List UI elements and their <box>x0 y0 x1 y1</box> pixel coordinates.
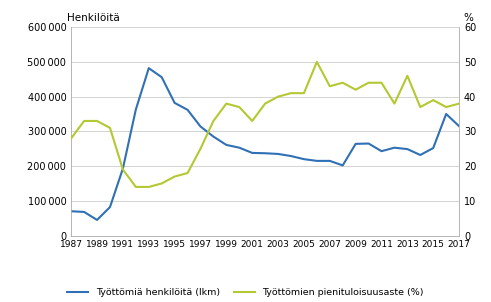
Työttömiä henkilöitä (lkm) <box>68 210 74 213</box>
Työttömiä henkilöitä (lkm) <box>159 76 164 79</box>
Työttömien pienituloisuusaste (%) <box>275 95 281 98</box>
Työttömiä henkilöitä (lkm) <box>81 210 87 214</box>
Työttömien pienituloisuusaste (%) <box>211 119 217 123</box>
Työttömiä henkilöitä (lkm) <box>197 125 203 128</box>
Työttömiä henkilöitä (lkm) <box>443 112 449 116</box>
Työttömiä henkilöitä (lkm) <box>211 135 217 138</box>
Työttömiä henkilöitä (lkm) <box>314 159 320 163</box>
Työttömiä henkilöitä (lkm) <box>417 153 423 157</box>
Työttömiä henkilöitä (lkm) <box>379 149 384 153</box>
Työttömiä henkilöitä (lkm) <box>249 151 255 155</box>
Työttömiä henkilöitä (lkm) <box>327 159 333 163</box>
Työttömien pienituloisuusaste (%) <box>353 88 358 92</box>
Työttömien pienituloisuusaste (%) <box>262 102 268 105</box>
Työttömien pienituloisuusaste (%) <box>405 74 410 78</box>
Työttömiä henkilöitä (lkm) <box>94 218 100 222</box>
Työttömien pienituloisuusaste (%) <box>68 137 74 140</box>
Työttömiä henkilöitä (lkm) <box>107 205 113 209</box>
Työttömien pienituloisuusaste (%) <box>314 60 320 64</box>
Työttömiä henkilöitä (lkm) <box>353 142 358 146</box>
Työttömien pienituloisuusaste (%) <box>443 105 449 109</box>
Työttömien pienituloisuusaste (%) <box>391 102 397 105</box>
Työttömiä henkilöitä (lkm) <box>223 143 229 147</box>
Text: %: % <box>463 13 473 23</box>
Työttömien pienituloisuusaste (%) <box>417 105 423 109</box>
Työttömien pienituloisuusaste (%) <box>430 98 436 102</box>
Työttömiä henkilöitä (lkm) <box>391 146 397 149</box>
Työttömien pienituloisuusaste (%) <box>107 126 113 130</box>
Text: Henkilöitä: Henkilöitä <box>67 13 120 23</box>
Työttömiä henkilöitä (lkm) <box>288 154 294 158</box>
Työttömien pienituloisuusaste (%) <box>197 147 203 151</box>
Työttömien pienituloisuusaste (%) <box>340 81 346 85</box>
Työttömiä henkilöitä (lkm) <box>120 167 126 170</box>
Työttömien pienituloisuusaste (%) <box>379 81 384 85</box>
Line: Työttömien pienituloisuusaste (%): Työttömien pienituloisuusaste (%) <box>71 62 459 187</box>
Työttömiä henkilöitä (lkm) <box>366 142 372 145</box>
Työttömien pienituloisuusaste (%) <box>301 91 307 95</box>
Työttömiä henkilöitä (lkm) <box>456 124 462 128</box>
Työttömien pienituloisuusaste (%) <box>456 102 462 105</box>
Työttömien pienituloisuusaste (%) <box>133 185 139 189</box>
Työttömiä henkilöitä (lkm) <box>301 157 307 161</box>
Työttömiä henkilöitä (lkm) <box>185 108 191 112</box>
Työttömiä henkilöitä (lkm) <box>146 66 152 70</box>
Työttömien pienituloisuusaste (%) <box>120 168 126 172</box>
Työttömiä henkilöitä (lkm) <box>172 101 178 105</box>
Työttömien pienituloisuusaste (%) <box>172 175 178 178</box>
Työttömien pienituloisuusaste (%) <box>288 91 294 95</box>
Työttömien pienituloisuusaste (%) <box>81 119 87 123</box>
Työttömien pienituloisuusaste (%) <box>327 84 333 88</box>
Työttömiä henkilöitä (lkm) <box>275 152 281 156</box>
Työttömiä henkilöitä (lkm) <box>262 151 268 155</box>
Työttömien pienituloisuusaste (%) <box>236 105 242 109</box>
Työttömien pienituloisuusaste (%) <box>94 119 100 123</box>
Työttömien pienituloisuusaste (%) <box>223 102 229 105</box>
Työttömien pienituloisuusaste (%) <box>146 185 152 189</box>
Työttömiä henkilöitä (lkm) <box>430 146 436 150</box>
Työttömiä henkilöitä (lkm) <box>133 108 139 111</box>
Työttömiä henkilöitä (lkm) <box>405 147 410 151</box>
Line: Työttömiä henkilöitä (lkm): Työttömiä henkilöitä (lkm) <box>71 68 459 220</box>
Työttömiä henkilöitä (lkm) <box>340 164 346 167</box>
Työttömien pienituloisuusaste (%) <box>159 182 164 185</box>
Työttömien pienituloisuusaste (%) <box>366 81 372 85</box>
Työttömien pienituloisuusaste (%) <box>249 119 255 123</box>
Työttömien pienituloisuusaste (%) <box>185 171 191 175</box>
Legend: Työttömiä henkilöitä (lkm), Työttömien pienituloisuusaste (%): Työttömiä henkilöitä (lkm), Työttömien p… <box>67 288 424 297</box>
Työttömiä henkilöitä (lkm) <box>236 146 242 149</box>
